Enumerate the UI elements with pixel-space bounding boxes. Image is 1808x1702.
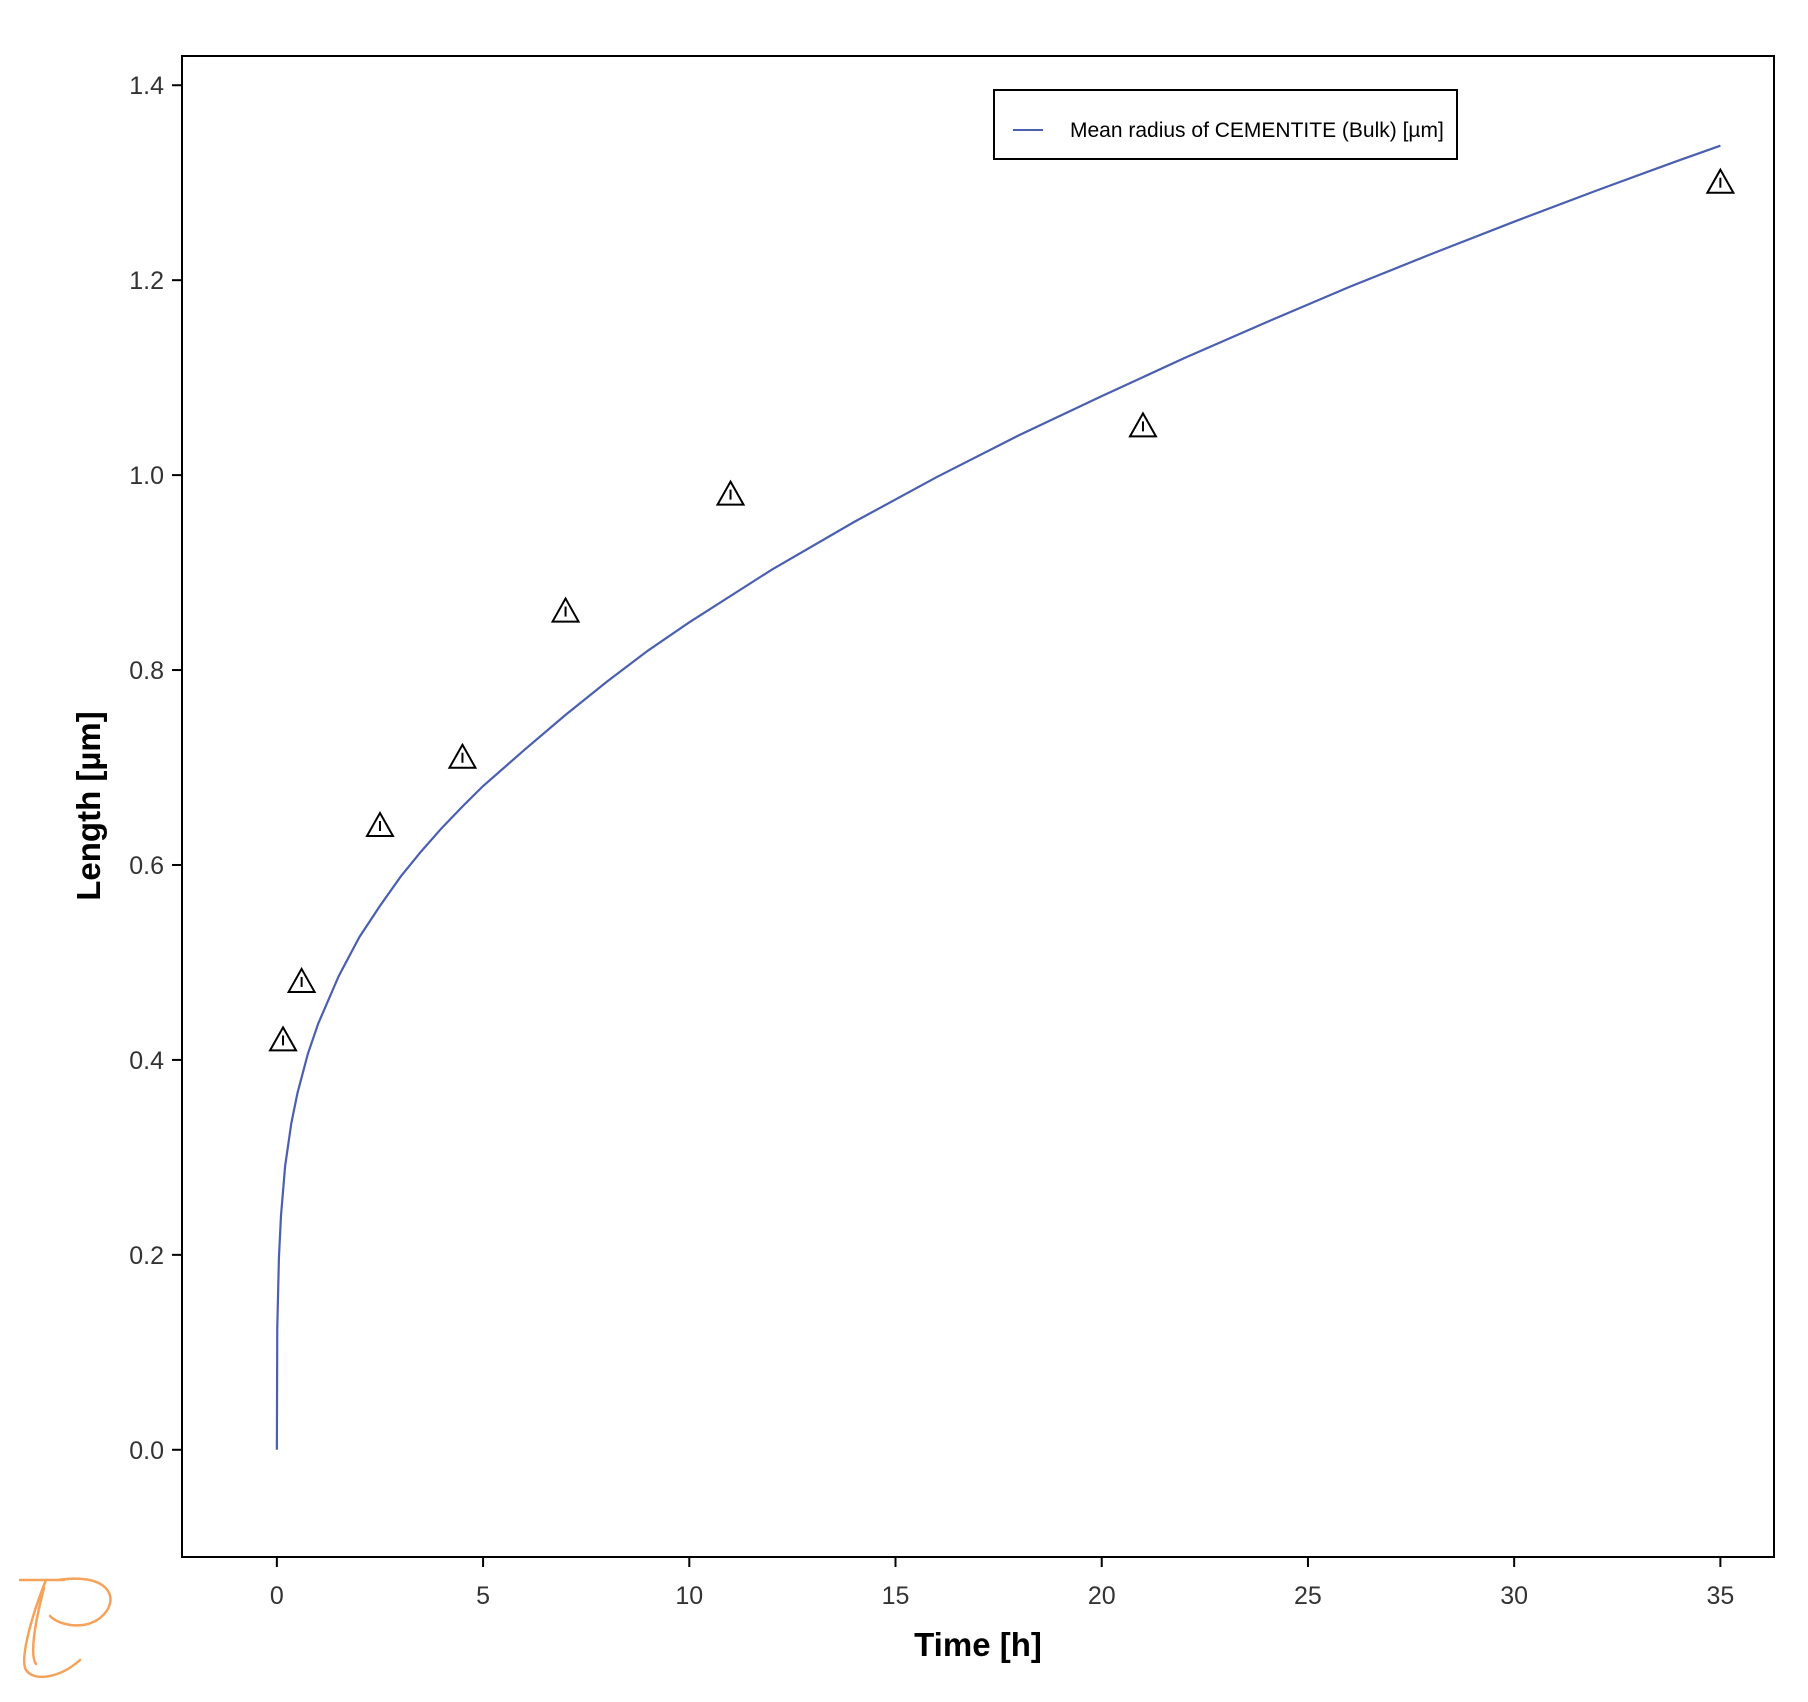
plot-marks (268, 144, 1736, 1450)
x-tick-label: 15 (882, 1582, 910, 1610)
experimental-data-point (447, 742, 478, 769)
x-tick-label: 0 (270, 1582, 284, 1610)
experimental-data-point (715, 479, 746, 506)
triangle-marker (550, 596, 581, 623)
experimental-data-point (1705, 167, 1736, 194)
y-tick-label: 0.0 (129, 1437, 164, 1465)
x-axis-title: Time [h] (914, 1626, 1042, 1663)
triangle-marker (1128, 411, 1158, 438)
triangle-marker (715, 479, 746, 506)
y-tick-label: 1.0 (129, 462, 164, 490)
legend-entry-label: Mean radius of CEMENTITE (Bulk) [µm] (1070, 119, 1444, 142)
series-line-cementite-mean-radius (275, 144, 1721, 1450)
experimental-data-point (365, 810, 395, 837)
experimental-data-point (286, 966, 317, 993)
y-tick-label: 1.2 (129, 267, 164, 295)
legend: Mean radius of CEMENTITE (Bulk) [µm] (993, 89, 1458, 160)
x-tick-label: 20 (1088, 1582, 1116, 1610)
plot-frame (181, 55, 1775, 1558)
x-tick-label: 35 (1706, 1582, 1734, 1610)
thermo-calc-logo-icon (18, 1577, 112, 1678)
experimental-data-point (268, 1025, 298, 1052)
y-tick-label: 0.6 (129, 852, 164, 880)
y-axis: 0.0 0.2 0.4 0.6 0.8 1.0 1.2 1.4 (129, 72, 182, 1465)
legend-box (993, 89, 1458, 160)
x-tick-label: 10 (675, 1582, 703, 1610)
triangle-marker (1705, 167, 1736, 194)
triangle-marker (286, 966, 317, 993)
experimental-data-point (1128, 411, 1158, 438)
x-axis: 0 5 10 15 20 25 30 35 (270, 1557, 1734, 1610)
triangle-marker (365, 810, 395, 837)
y-axis-title: Length [µm] (70, 711, 107, 900)
experimental-data-point (550, 596, 581, 623)
y-tick-label: 1.4 (129, 72, 164, 100)
triangle-marker (268, 1025, 298, 1052)
triangle-marker (447, 742, 478, 769)
x-tick-label: 30 (1500, 1582, 1528, 1610)
y-tick-label: 0.4 (129, 1047, 164, 1075)
x-tick-label: 5 (476, 1582, 490, 1610)
y-tick-label: 0.8 (129, 657, 164, 685)
x-tick-label: 25 (1294, 1582, 1322, 1610)
y-tick-label: 0.2 (129, 1242, 164, 1270)
